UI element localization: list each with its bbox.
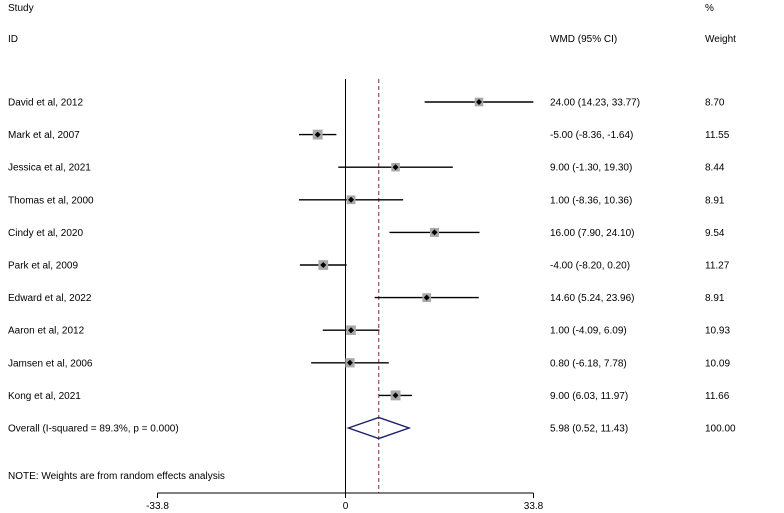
study-label: Thomas et al, 2000 (8, 195, 94, 206)
weights-note: NOTE: Weights are from random effects an… (8, 471, 225, 482)
study-row: Cindy et al, 2020 16.00 (7.90, 24.10) 9.54 (8, 227, 725, 239)
point-estimate (346, 359, 353, 366)
x-tick-label: 0 (343, 501, 349, 512)
axis-layer: -33.8 0 33.8 (146, 79, 544, 512)
study-label: Aaron et al, 2012 (8, 326, 85, 337)
weight-value: 9.54 (705, 228, 725, 239)
study-row: Edward et al, 2022 14.60 (5.24, 23.96) 8.9… (8, 293, 725, 304)
weight-value: 8.44 (705, 163, 725, 174)
study-label: Jessica et al, 2021 (8, 163, 91, 174)
study-label: Park et al, 2009 (8, 261, 78, 272)
ci-value: 1.00 (-4.09, 6.09) (550, 326, 627, 337)
overall-diamond (346, 416, 412, 440)
weight-header: Weight (705, 34, 736, 45)
ci-value: 24.00 (14.23, 33.77) (550, 98, 640, 109)
study-row: Kong et al, 2021 9.00 (6.03, 11.97) 11.66 (8, 390, 730, 402)
point-estimate (392, 392, 399, 399)
x-tick-label: 33.8 (524, 501, 544, 512)
study-label: Kong et al, 2021 (8, 391, 81, 402)
study-row: Jamsen et al, 2006 0.80 (-6.18, 7.78) 10.0… (8, 358, 730, 369)
ci-value: 14.60 (5.24, 23.96) (550, 293, 635, 304)
percent-header: % (705, 3, 714, 14)
overall-label: Overall (I-squared = 89.3%, p = 0.000) (8, 424, 179, 435)
id-header: ID (8, 34, 18, 45)
ci-value: -4.00 (-8.20, 0.20) (550, 261, 630, 272)
weight-value: 11.66 (705, 391, 730, 402)
ci-value: 9.00 (6.03, 11.97) (550, 391, 628, 402)
study-label: Cindy et al, 2020 (8, 228, 83, 239)
study-label: Mark et al, 2007 (8, 130, 80, 141)
study-row: Park et al, 2009 -4.00 (-8.20, 0.20) 11.27 (8, 260, 730, 272)
effect-header: WMD (95% CI) (550, 34, 617, 45)
ci-value: 9.00 (-1.30, 19.30) (550, 163, 632, 174)
study-label: David et al, 2012 (8, 98, 83, 109)
point-estimate (348, 196, 355, 203)
point-estimate (475, 99, 482, 105)
study-row: Thomas et al, 2000 1.00 (-8.36, 10.36) 8.9… (8, 195, 725, 206)
weight-value: 11.27 (705, 261, 730, 272)
weight-value: 8.91 (705, 293, 725, 304)
overall-weight-value: 100.00 (705, 424, 736, 435)
study-label: Jamsen et al, 2006 (8, 358, 93, 369)
point-estimate (431, 229, 438, 236)
point-estimate (392, 164, 399, 171)
study-row: Aaron et al, 2012 1.00 (-4.09, 6.09) 10.93 (8, 325, 730, 337)
x-tick-label: -33.8 (146, 501, 169, 512)
point-estimate (423, 294, 430, 301)
overall-row: Overall (I-squared = 89.3%, p = 0.000) 5.… (8, 416, 736, 440)
weight-value: 10.93 (705, 326, 730, 337)
weight-value: 8.70 (705, 98, 725, 109)
weight-value: 11.55 (705, 130, 730, 141)
study-row: Jessica et al, 2021 9.00 (-1.30, 19.30) 8.… (8, 163, 725, 174)
weight-value: 10.09 (705, 358, 730, 369)
weight-value: 8.91 (705, 195, 725, 206)
point-estimate (314, 131, 321, 138)
point-estimate (348, 327, 355, 334)
study-label: Edward et al, 2022 (8, 293, 92, 304)
study-header: Study (8, 3, 34, 14)
point-estimate (320, 262, 327, 268)
ci-value: 16.00 (7.90, 24.10) (550, 228, 635, 239)
overall-ci-value: 5.98 (0.52, 11.43) (550, 424, 628, 435)
ci-value: -5.00 (-8.36, -1.64) (550, 130, 633, 141)
study-rows: David et al, 2012 24.00 (14.23, 33.77) 8.7… (8, 98, 730, 402)
study-row: David et al, 2012 24.00 (14.23, 33.77) 8.7… (8, 98, 725, 109)
study-row: Mark et al, 2007 -5.00 (-8.36, -1.64) 11.5… (8, 129, 730, 141)
ci-value: 0.80 (-6.18, 7.78) (550, 358, 627, 369)
ci-value: 1.00 (-8.36, 10.36) (550, 195, 632, 206)
